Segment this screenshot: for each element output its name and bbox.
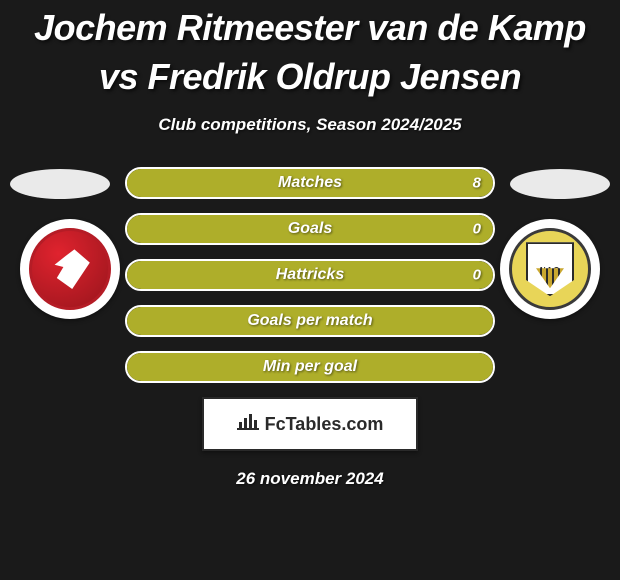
almere-city-crest-icon [29, 228, 111, 310]
stat-bar: Matches8 [125, 167, 495, 199]
date-text: 26 november 2024 [0, 469, 620, 489]
fctables-logo: FcTables.com [202, 397, 418, 451]
stat-label: Min per goal [127, 358, 493, 376]
stat-value-right: 8 [473, 175, 481, 192]
stat-value-right: 0 [473, 267, 481, 284]
stat-bar: Min per goal [125, 351, 495, 383]
team-crest-right: NAC [500, 219, 600, 319]
content-area: NAC Matches8Goals0Hattricks0Goals per ma… [0, 167, 620, 489]
stat-label: Goals per match [127, 312, 493, 330]
stat-label: Hattricks [127, 266, 493, 284]
stat-bar: Goals per match [125, 305, 495, 337]
bar-chart-icon [237, 412, 259, 437]
stat-bar: Goals0 [125, 213, 495, 245]
stat-bar: Hattricks0 [125, 259, 495, 291]
logo-text: FcTables.com [265, 414, 384, 435]
stat-bars: Matches8Goals0Hattricks0Goals per matchM… [125, 167, 495, 383]
stat-label: Matches [127, 174, 493, 192]
stat-value-right: 0 [473, 221, 481, 238]
ellipse-right [510, 169, 610, 199]
page-title: Jochem Ritmeester van de Kamp vs Fredrik… [0, 0, 620, 101]
team-crest-left [20, 219, 120, 319]
stat-label: Goals [127, 220, 493, 238]
ellipse-left [10, 169, 110, 199]
subtitle: Club competitions, Season 2024/2025 [0, 115, 620, 135]
nac-crest-icon: NAC [509, 228, 591, 310]
